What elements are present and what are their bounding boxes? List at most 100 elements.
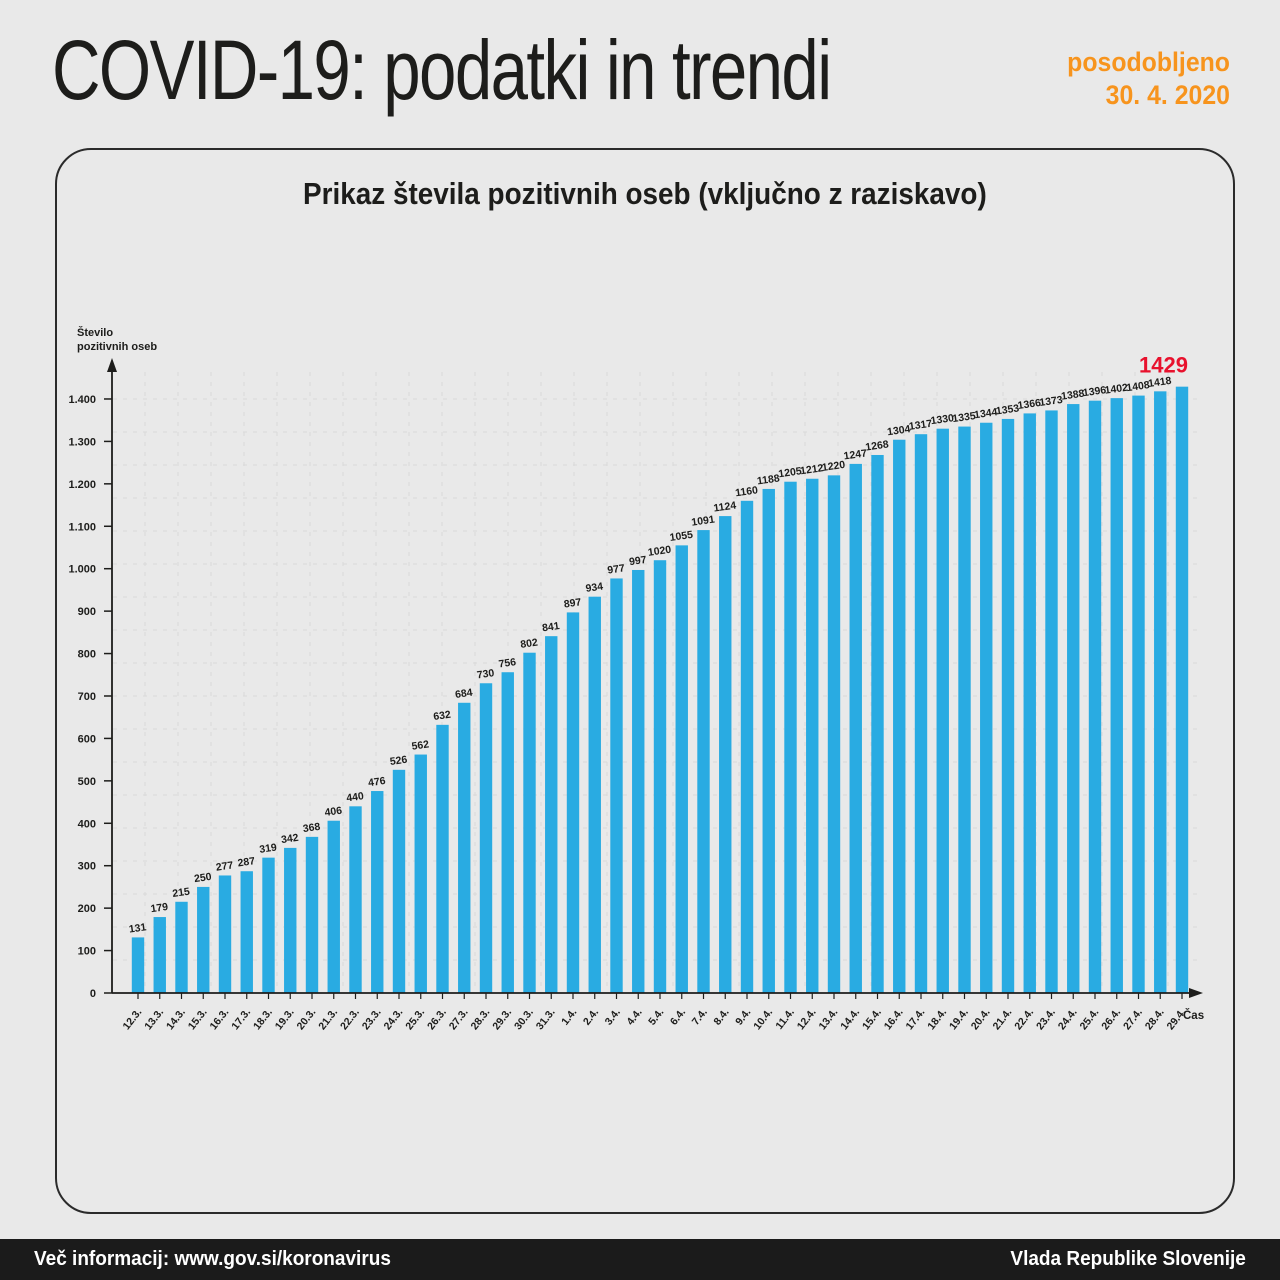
bar: [349, 806, 362, 993]
x-tick-label: 27.4.: [1121, 1006, 1145, 1032]
bar-value-label: 1353: [995, 402, 1020, 417]
x-tick-label: 27.3.: [447, 1006, 471, 1032]
y-tick-label: 300: [78, 861, 96, 873]
x-tick-label: 13.4.: [817, 1006, 841, 1032]
bar: [1067, 404, 1080, 993]
bar-value-label-highlight: 1429: [1139, 353, 1188, 378]
y-tick-label: 1.200: [68, 479, 96, 491]
bar: [588, 596, 601, 993]
x-tick-label: 12.4.: [795, 1006, 819, 1032]
bar-value-label: 1373: [1039, 394, 1064, 409]
bar-value-label: 440: [346, 790, 365, 804]
bar-value-label: 406: [324, 805, 343, 819]
y-tick-label: 1.000: [68, 564, 96, 576]
x-tick-label: 19.3.: [273, 1006, 297, 1032]
x-tick-label: 1.4.: [559, 1006, 579, 1027]
y-tick-label: 0: [90, 988, 96, 1000]
bar-value-label: 1418: [1147, 375, 1172, 390]
bar-value-label: 1268: [865, 438, 890, 453]
x-tick-label: 15.4.: [860, 1006, 884, 1032]
bar: [392, 769, 406, 993]
x-tick-label: 20.4.: [969, 1006, 993, 1032]
bar-value-label: 1220: [821, 459, 846, 474]
bar-value-label: 1091: [691, 514, 716, 529]
y-tick-label: 1.100: [68, 521, 96, 533]
x-tick-label: 19.4.: [947, 1006, 971, 1032]
bar-value-label: 1402: [1104, 382, 1129, 397]
bar: [501, 672, 514, 993]
bar: [414, 754, 427, 993]
bar-value-label: 1212: [799, 462, 824, 477]
y-tick-label: 100: [78, 946, 96, 958]
y-tick-label: 900: [78, 606, 96, 618]
y-tick-label: 800: [78, 649, 96, 661]
x-tick-label: 7.4.: [690, 1006, 710, 1027]
x-tick-label: 18.4.: [925, 1006, 949, 1032]
bar: [1088, 400, 1102, 993]
bar-value-label: 1335: [952, 410, 977, 425]
y-axis-arrow: [107, 358, 117, 372]
bar: [806, 478, 819, 993]
bar-value-label: 934: [585, 581, 604, 595]
bar: [327, 820, 340, 993]
footer-publisher: Vlada Republike Slovenije: [1010, 1248, 1246, 1270]
x-tick-label: 23.4.: [1034, 1006, 1058, 1032]
bar: [849, 463, 862, 993]
footer-info-url: Več informacij: www.gov.si/koronavirus: [34, 1248, 391, 1270]
bar-value-label: 632: [433, 709, 452, 723]
updated-info: posodobljeno 30. 4. 2020: [1067, 46, 1230, 112]
bar-value-label: 526: [389, 754, 408, 768]
bar: [610, 578, 623, 993]
bar-value-label: 215: [172, 886, 191, 900]
y-tick-label: 600: [78, 733, 96, 745]
bar: [284, 847, 297, 993]
x-tick-label: 3.4.: [603, 1006, 623, 1027]
page-header: COVID-19: podatki in trendi posodobljeno…: [52, 24, 1230, 134]
bar-value-label: 997: [628, 554, 647, 568]
y-tick-label: 200: [78, 903, 96, 915]
bar-value-label: 1055: [669, 529, 694, 544]
bar-value-label: 319: [259, 841, 278, 855]
updated-date: 30. 4. 2020: [1105, 80, 1230, 110]
y-tick-label: 1.300: [68, 436, 96, 448]
x-tick-label: 25.3.: [403, 1006, 427, 1032]
x-axis-arrow: [1189, 988, 1203, 998]
bar-value-label: 368: [302, 821, 321, 835]
bar-value-label: 802: [520, 637, 539, 651]
x-tick-label: 24.4.: [1056, 1006, 1080, 1032]
x-tick-label: 4.4.: [624, 1006, 644, 1027]
bar-value-label: 977: [607, 562, 626, 576]
bar-value-label: 897: [563, 596, 582, 610]
bar-value-label: 342: [280, 832, 299, 846]
bar: [197, 886, 210, 993]
bar-value-label: 1247: [843, 447, 868, 462]
bar: [697, 530, 710, 993]
bar: [936, 428, 949, 993]
bar: [566, 612, 580, 993]
bar-value-label: 1205: [778, 465, 803, 480]
bar: [240, 871, 253, 993]
y-tick-label: 400: [78, 818, 96, 830]
x-tick-label: 11.4.: [773, 1006, 797, 1031]
bar-value-label: 179: [150, 901, 169, 915]
bar-value-label: 1124: [713, 500, 737, 515]
bar: [914, 434, 928, 993]
bar-value-label: 1160: [734, 484, 758, 499]
bar: [1175, 386, 1189, 993]
x-tick-label: 8.4.: [711, 1006, 731, 1027]
bar-value-label: 1317: [908, 418, 933, 433]
bar: [305, 836, 319, 993]
x-tick-label: 16.4.: [882, 1006, 906, 1032]
bar: [719, 516, 732, 993]
x-tick-label: 17.3.: [229, 1006, 253, 1032]
bar-value-label: 1388: [1060, 388, 1085, 403]
bar-value-label: 841: [541, 620, 560, 634]
x-tick-label: 12.3.: [121, 1006, 145, 1032]
bar: [479, 683, 493, 993]
bar-value-label: 1408: [1126, 379, 1151, 394]
x-tick-label: 10.4.: [751, 1006, 775, 1032]
y-tick-label: 700: [78, 691, 96, 703]
x-tick-label: 16.3.: [208, 1006, 232, 1032]
y-tick-label: 1.400: [68, 394, 96, 406]
bar: [1110, 398, 1123, 993]
